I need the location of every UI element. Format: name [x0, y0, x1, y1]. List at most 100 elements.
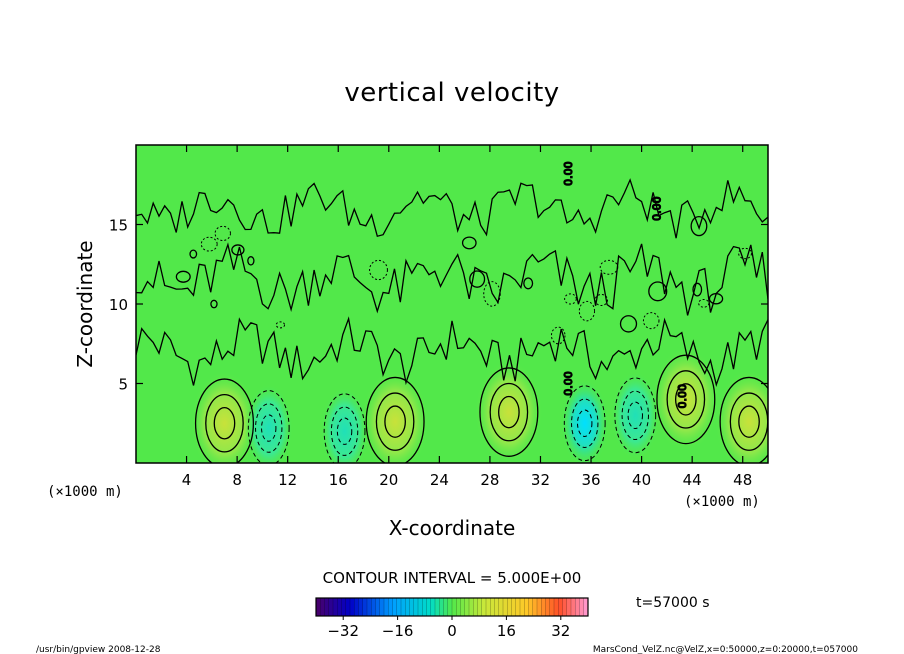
x-tick-label: 20	[379, 471, 398, 489]
velocity-cell-negative	[244, 384, 293, 463]
contour-cell	[690, 215, 708, 237]
colorbar-segment	[435, 598, 440, 616]
colorbar-segment	[477, 598, 483, 616]
contour-ring	[247, 390, 290, 463]
colorbar-segment	[494, 598, 500, 616]
contour-ring	[577, 409, 593, 437]
x-tick-label: 12	[278, 471, 297, 489]
contour-label: 0.00	[651, 196, 664, 221]
colorbar-segment	[337, 598, 342, 616]
contour-ring	[213, 406, 236, 440]
colorbar-segment	[345, 598, 351, 616]
colorbar-tick-label: 0	[447, 622, 457, 640]
colorbar-segment	[413, 598, 419, 616]
contour-cell	[189, 249, 198, 259]
contour-cell	[578, 300, 596, 322]
contour-cell	[738, 247, 752, 260]
contour-ring	[255, 403, 283, 453]
colorbar-segment	[511, 598, 517, 616]
contour-cell	[247, 256, 255, 266]
velocity-cell-positive	[651, 347, 720, 452]
colorbar-segment	[498, 598, 504, 616]
contour-ring	[621, 390, 649, 440]
colorbar-segment	[396, 598, 402, 616]
colorbar-segment	[549, 598, 555, 616]
colorbar-tick-label: −16	[382, 622, 414, 640]
footer-left: /usr/bin/gpview 2008-12-28	[36, 645, 161, 654]
contour-label: 0.00	[562, 161, 575, 186]
contour-interval: CONTOUR INTERVAL = 5.000E+00	[323, 569, 582, 587]
zero-contour	[136, 316, 768, 387]
x-axis: 4 8 12 16 20 24 28 32 36 40 44 48	[182, 145, 752, 489]
contour-cell	[564, 293, 577, 305]
colorbar-segment	[486, 598, 491, 616]
contour-ring	[614, 377, 657, 454]
contour-cell	[200, 236, 218, 252]
colorbar-segment	[401, 598, 406, 616]
contour-cell	[175, 270, 191, 283]
contour-label: 0.00	[562, 371, 575, 396]
velocity-cell-negative	[320, 387, 369, 463]
contour-cell	[550, 326, 566, 345]
colorbar-segment	[409, 598, 415, 616]
contour-cell	[210, 299, 218, 309]
colorbar-segment	[571, 598, 576, 616]
y-tick-label: 5	[118, 376, 128, 394]
colorbar-segment	[566, 598, 572, 616]
colorbar-tick-label: −32	[327, 622, 359, 640]
colorbar	[315, 597, 589, 617]
contour-cell	[698, 298, 710, 308]
colorbar-segment	[430, 598, 436, 616]
colorbar-segment	[575, 598, 580, 616]
colorbar-segment	[324, 598, 330, 616]
colorbar-segment	[503, 598, 508, 616]
colorbar-segment	[481, 598, 487, 616]
colorbar-segment	[473, 598, 478, 616]
y-axis: 5 10 15	[109, 217, 768, 394]
colorbar-segment	[350, 598, 355, 616]
y-tick-label: 10	[109, 296, 128, 314]
colorbar-segment	[354, 598, 359, 616]
velocity-cells	[190, 347, 768, 463]
contour-cell	[231, 244, 245, 256]
contour-ring	[674, 383, 697, 416]
velocity-cell-positive	[474, 360, 543, 463]
contour-ring	[571, 398, 599, 448]
contour-cell	[594, 293, 609, 306]
contour-ring	[365, 376, 425, 463]
colorbar-segment	[554, 598, 559, 616]
contour-cell	[708, 292, 724, 305]
velocity-cell-negative	[611, 371, 660, 460]
zero-contour	[136, 242, 768, 316]
colorbar-segment	[379, 598, 385, 616]
colorbar-segment	[558, 598, 563, 616]
x-axis-label: X-coordinate	[389, 516, 516, 540]
x-tick-label: 28	[480, 471, 499, 489]
contour-ring	[375, 392, 415, 451]
colorbar-segment	[443, 598, 449, 616]
colorbar-segment	[579, 598, 585, 616]
colorbar-segment	[528, 598, 534, 616]
colorbar-segment	[515, 598, 521, 616]
contour-ring	[666, 370, 706, 429]
x-tick-label: 24	[430, 471, 449, 489]
colorbar-segment	[545, 598, 551, 616]
colorbar-segment	[583, 598, 589, 616]
colorbar-segment	[362, 598, 368, 616]
colorbar-segment	[371, 598, 376, 616]
contour-cell	[692, 282, 703, 297]
contour-label: 0.00	[676, 384, 689, 409]
contour-cell	[461, 236, 477, 250]
colorbar-segment	[388, 598, 393, 616]
contour-ring	[384, 405, 406, 438]
colorbar-segment	[328, 598, 334, 616]
x-tick-label: 32	[531, 471, 550, 489]
contour-ring	[479, 367, 539, 457]
colorbar-segment	[367, 598, 372, 616]
contour-cell	[648, 281, 668, 302]
contour-cell	[642, 312, 660, 330]
colorbar-segment	[375, 598, 381, 616]
colorbar-segment	[341, 598, 347, 616]
velocity-cell-positive	[361, 369, 430, 463]
